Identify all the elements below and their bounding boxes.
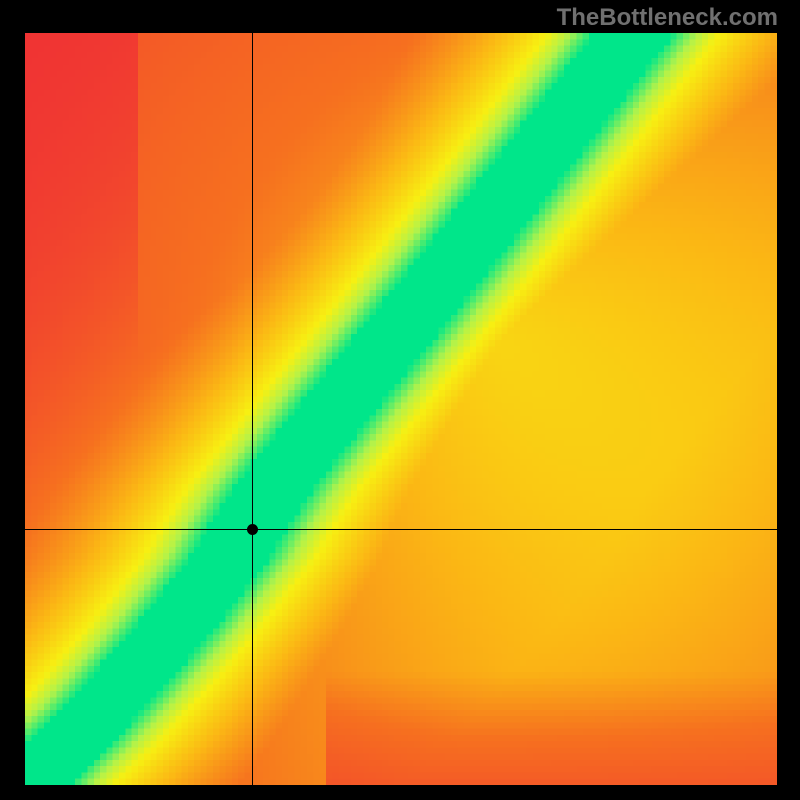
chart-container: { "image_size": { "width": 800, "height"… bbox=[0, 0, 800, 800]
heatmap-plot bbox=[25, 33, 777, 785]
watermark-text: TheBottleneck.com bbox=[557, 4, 778, 32]
heatmap-canvas bbox=[25, 33, 777, 785]
crosshair-vertical bbox=[252, 33, 253, 785]
crosshair-horizontal bbox=[25, 529, 777, 530]
